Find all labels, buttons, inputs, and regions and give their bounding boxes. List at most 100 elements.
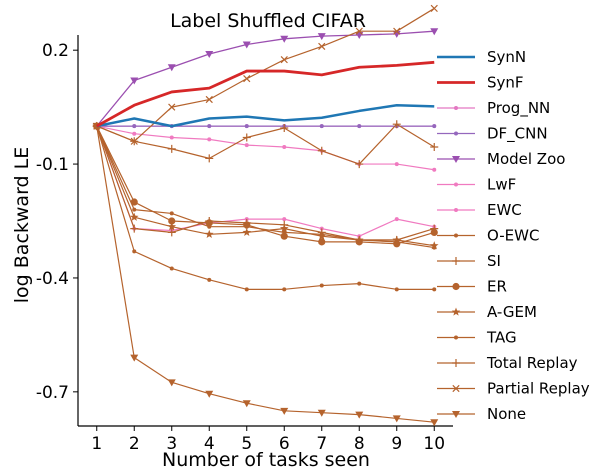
x-tick-label: 6: [279, 434, 290, 454]
legend-marker: [452, 156, 460, 163]
x-tick-label: 1: [91, 434, 102, 454]
data-point-er: [430, 228, 438, 236]
x-tick-label: 3: [166, 434, 177, 454]
legend-label: TAG: [486, 329, 517, 347]
data-point-total-replay: [317, 146, 326, 155]
legend-label: Partial Replay: [487, 380, 590, 398]
x-tick-label: 7: [316, 434, 327, 454]
data-point-er: [205, 219, 213, 227]
legend-marker: [454, 233, 458, 238]
x-tick-label: 4: [204, 434, 215, 454]
data-point-total-replay: [355, 160, 364, 169]
series-line-total-replay: [96, 123, 435, 165]
legend-entry-a-gem: A-GEM: [437, 303, 537, 321]
data-point-a-gem: [317, 231, 327, 240]
legend-label: ER: [487, 278, 507, 296]
data-point-lwf: [207, 137, 212, 142]
data-point-total-replay: [280, 124, 289, 133]
data-point-a-gem: [354, 235, 364, 244]
y-axis-label: log Backward LE: [11, 147, 33, 303]
legend-marker: [454, 131, 458, 136]
data-point-er: [280, 232, 288, 240]
series-df-cnn: [94, 124, 437, 129]
legend-marker: [454, 208, 458, 212]
legend-entry-model-zoo: Model Zoo: [437, 150, 565, 168]
chart-title: Label Shuffled CIFAR: [170, 10, 366, 32]
data-point-none: [167, 379, 176, 387]
y-tick-label: -0.1: [36, 155, 69, 175]
x-tick-label: 8: [354, 434, 365, 454]
data-point-model-zoo: [167, 64, 176, 72]
data-point-total-replay: [167, 144, 176, 153]
legend-label: A-GEM: [487, 303, 537, 321]
legend-marker: [452, 359, 460, 367]
data-point-total-replay: [242, 133, 251, 142]
data-point-none: [130, 354, 139, 362]
legend-entry-synf: SynF: [437, 74, 524, 92]
series-si: [92, 122, 439, 244]
series-line-tag: [96, 125, 435, 290]
series-synn: [96, 103, 435, 128]
data-point-model-zoo: [317, 33, 326, 41]
y-tick-label: 0.2: [42, 41, 69, 61]
legend-label: Model Zoo: [487, 150, 565, 168]
data-point-partial-replay: [355, 27, 363, 35]
legend-entry-prog-nn: Prog_NN: [437, 99, 550, 118]
legend-label: LwF: [487, 176, 516, 194]
data-point-o-ewc: [132, 207, 137, 212]
legend-marker: [451, 307, 461, 316]
data-point-none: [317, 409, 326, 417]
legend-label: None: [487, 405, 526, 423]
axes: 1 2 3 4 5 6 7 8 9 10 0.2 -0.1 -0.4 -0.7: [36, 35, 453, 454]
data-point-a-gem: [129, 212, 139, 221]
legend: SynN SynF Prog_NN DF_CNN Model Zoo LwF EWC O-EW…: [437, 48, 590, 423]
y-tick-label: -0.4: [36, 269, 69, 289]
series-a-gem: [92, 121, 439, 250]
data-point-df-cnn: [132, 124, 137, 129]
data-point-tag: [244, 287, 249, 292]
data-point-si: [130, 224, 139, 233]
data-point-model-zoo: [430, 28, 439, 36]
data-point-tag: [357, 281, 362, 286]
legend-entry-er: ER: [437, 278, 507, 296]
data-point-ewc: [282, 217, 287, 222]
data-point-partial-replay: [130, 137, 138, 145]
data-point-partial-replay: [318, 42, 326, 51]
data-point-ewc: [394, 217, 399, 222]
data-point-lwf: [169, 135, 174, 140]
data-point-tag: [394, 287, 399, 292]
data-point-tag: [319, 283, 324, 288]
data-point-none: [242, 400, 251, 408]
series-line-si: [96, 125, 435, 241]
x-tick-label: 10: [423, 434, 445, 454]
legend-marker: [454, 335, 458, 340]
legend-marker: [452, 384, 460, 393]
legend-label: SynN: [487, 48, 526, 66]
legend-label: SynF: [487, 74, 524, 92]
x-tick-label: 5: [241, 434, 252, 454]
series-line-synf: [96, 60, 435, 128]
data-point-tag: [132, 249, 137, 254]
legend-entry-df-cnn: DF_CNN: [437, 125, 548, 144]
data-point-partial-replay: [393, 27, 401, 35]
data-point-a-gem: [392, 235, 402, 244]
data-point-tag: [207, 277, 212, 282]
data-point-model-zoo: [205, 50, 214, 58]
data-point-lwf: [132, 131, 137, 136]
series-ewc: [94, 124, 437, 239]
series-total-replay: [92, 120, 439, 169]
data-point-total-replay: [392, 120, 401, 129]
data-point-lwf: [432, 167, 437, 172]
legend-entry-synn: SynN: [437, 48, 526, 66]
data-point-total-replay: [430, 142, 439, 151]
x-tick-label: 2: [129, 434, 140, 454]
series-synf: [96, 60, 435, 128]
legend-entry-partial-replay: Partial Replay: [437, 380, 590, 398]
data-point-df-cnn: [357, 124, 362, 129]
data-point-total-replay: [205, 154, 214, 163]
data-point-model-zoo: [242, 41, 251, 49]
y-tick-label: -0.7: [36, 383, 69, 403]
data-point-none: [355, 411, 364, 419]
data-point-none: [280, 407, 289, 415]
